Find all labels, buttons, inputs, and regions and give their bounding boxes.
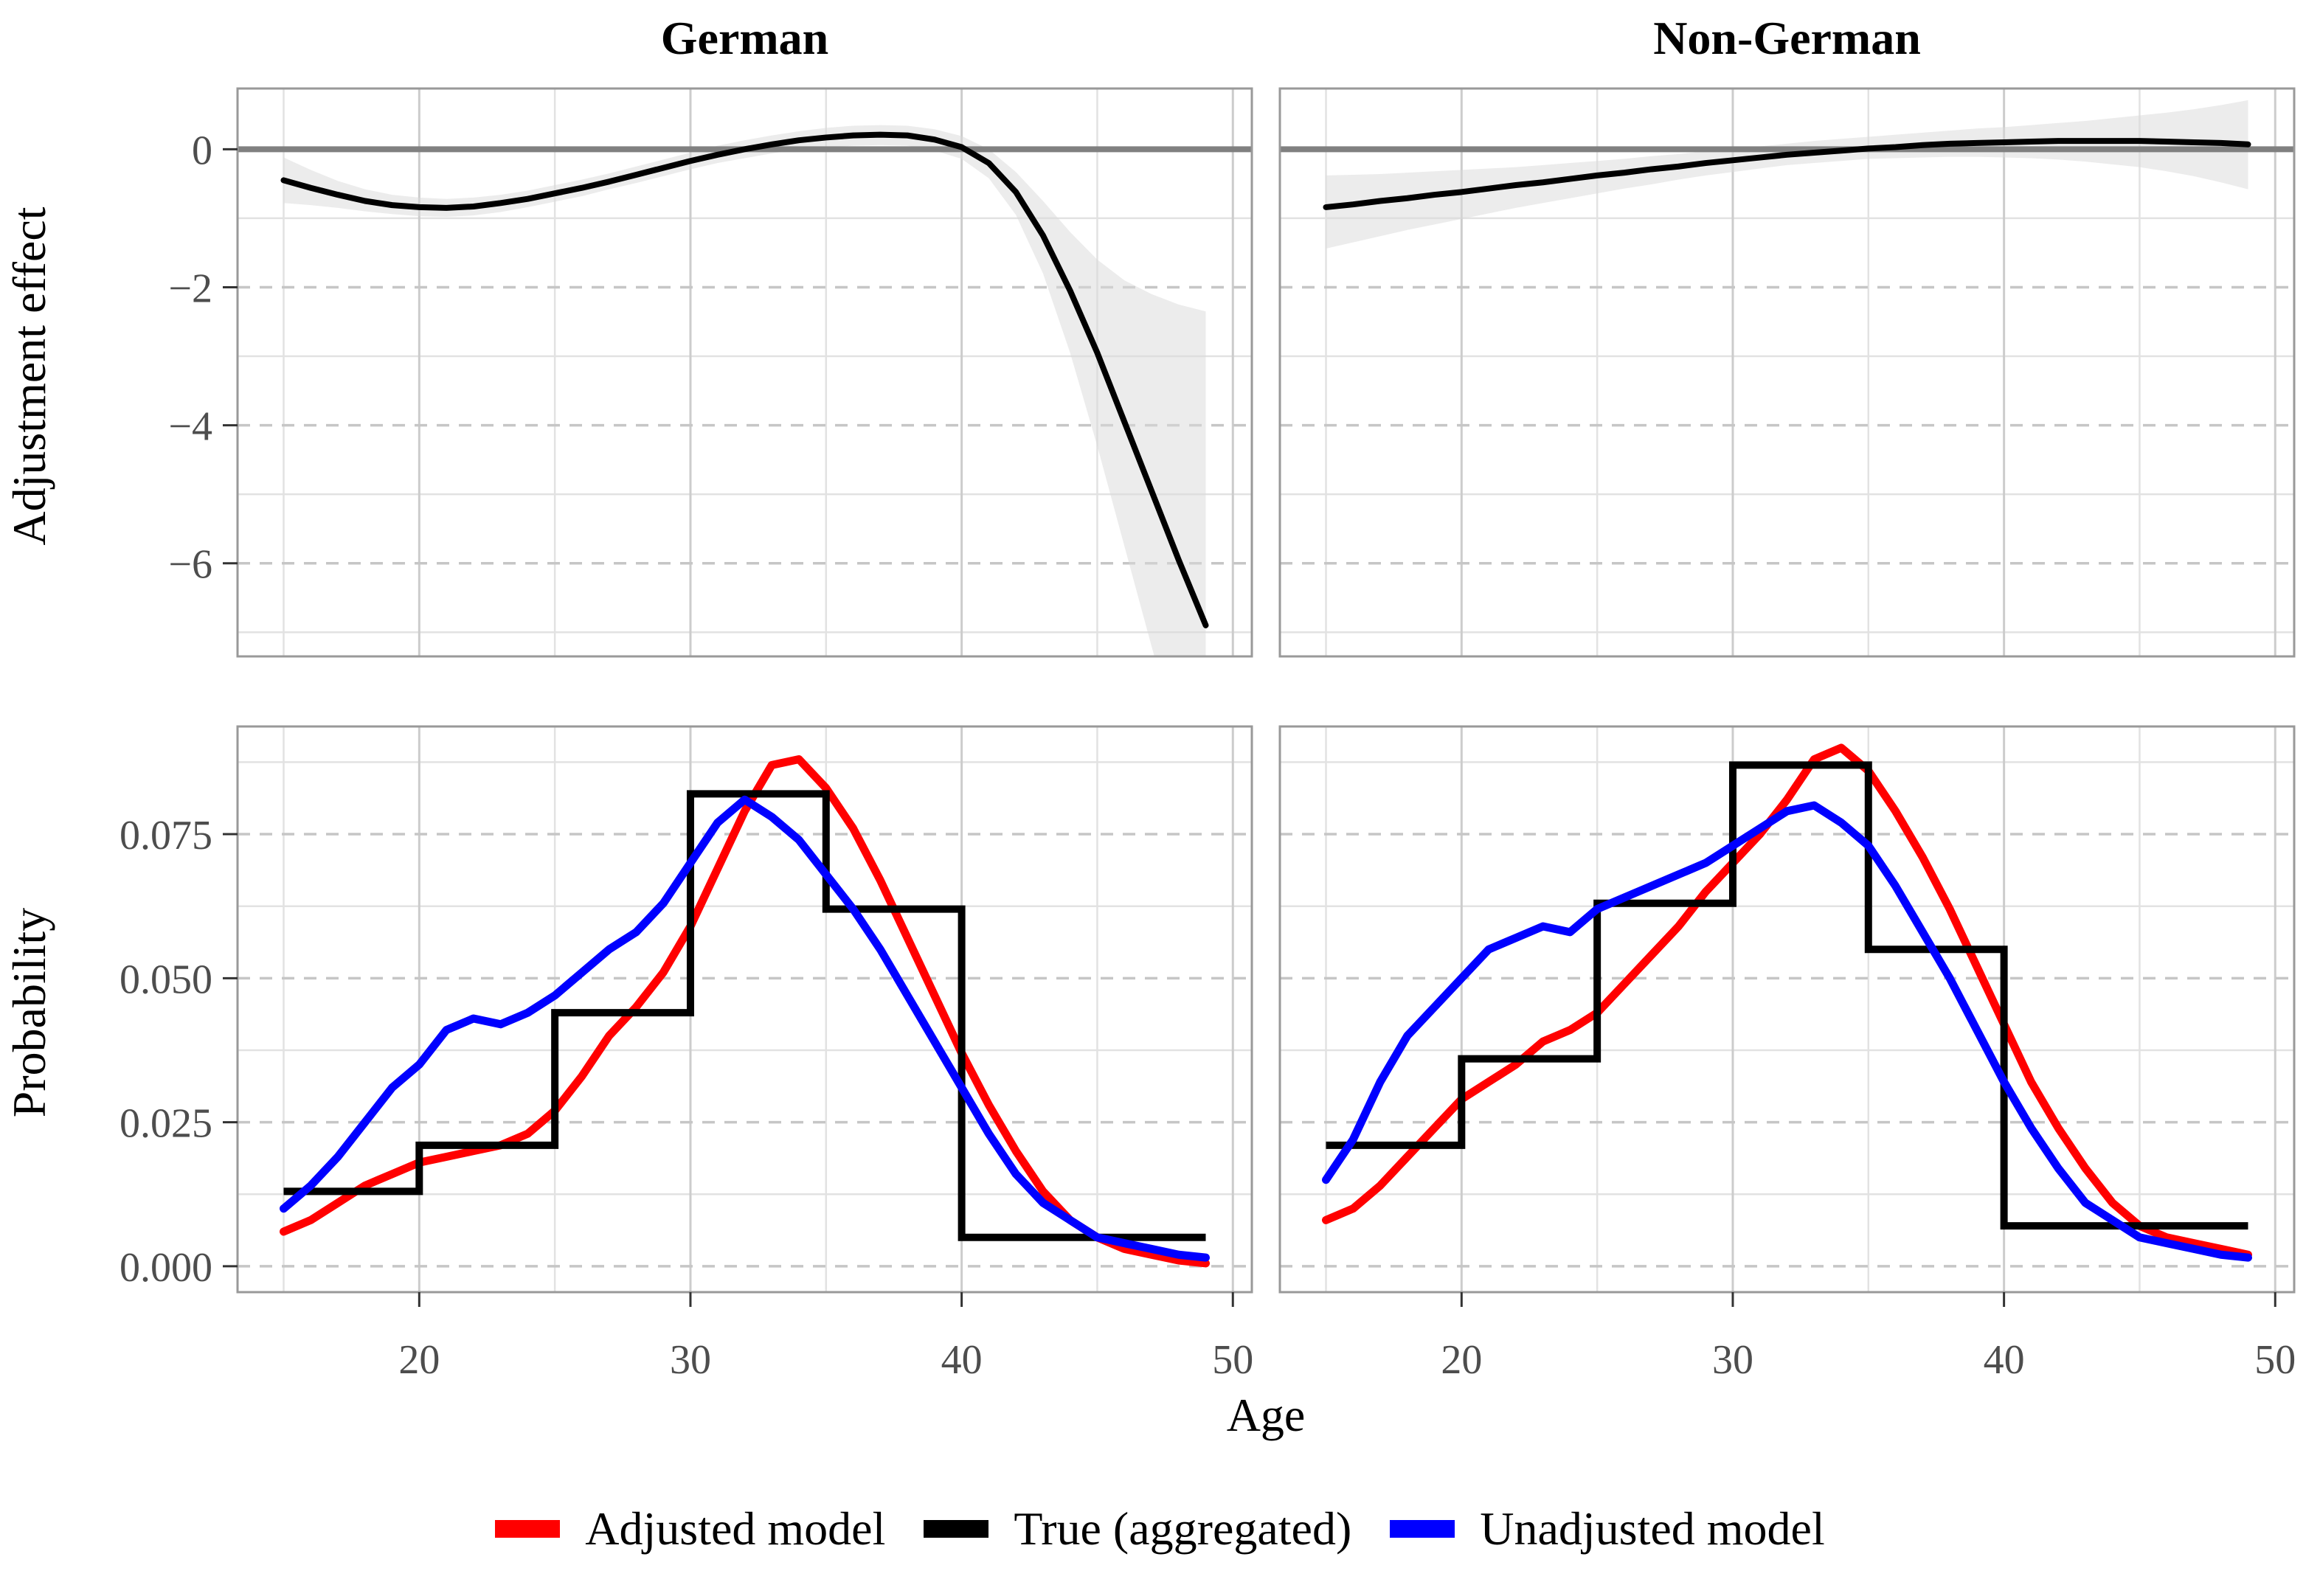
adjusted-model-key-icon <box>495 1520 561 1538</box>
legend: Adjusted model True (aggregated) Unadjus… <box>0 1502 2320 1556</box>
x-tick-label: 50 <box>2254 1337 2296 1383</box>
true-aggregated-key-icon <box>924 1520 989 1538</box>
panel-bottom-right: 20 30 40 50 <box>1278 725 2296 1383</box>
x-tick-label: 50 <box>1212 1337 1253 1383</box>
x-tick-label: 30 <box>1712 1337 1753 1383</box>
y-tick-label: 0.000 <box>120 1245 212 1291</box>
panel-background <box>1280 726 2294 1292</box>
panel-border <box>1278 725 2296 1294</box>
y-axis-title-probability: Probability <box>3 907 55 1118</box>
y-tick-label: −4 <box>168 404 212 450</box>
panel-top-right <box>1278 87 2296 658</box>
series-unadjusted-model-line <box>1322 801 2252 1262</box>
smooth-line <box>1323 138 2251 210</box>
series-true-aggregated-step <box>283 790 1206 1241</box>
facet-title-german: German <box>660 12 829 64</box>
x-tick-label: 40 <box>1984 1337 2025 1383</box>
x-tick-label: 40 <box>941 1337 983 1383</box>
y-tick-label: 0.075 <box>120 813 212 858</box>
legend-item-adjusted-model: Adjusted model <box>495 1502 885 1556</box>
smooth-line <box>280 131 1209 628</box>
confidence-ribbon <box>1326 100 2248 249</box>
y-axis-title-adjustment-effect: Adjustment effect <box>3 207 55 546</box>
series-unadjusted-model-line <box>280 795 1210 1262</box>
y-tick-label: −2 <box>168 266 212 311</box>
panel-background <box>238 726 1252 1292</box>
x-tick-label: 30 <box>670 1337 711 1383</box>
panel-border <box>236 87 1253 658</box>
y-tick-label: −6 <box>168 542 212 588</box>
x-tick-label: 20 <box>1441 1337 1482 1383</box>
facet-title-non-german: Non-German <box>1653 12 1921 64</box>
panel-top-left: 0 −2 −4 −6 <box>168 87 1253 658</box>
legend-label: Unadjusted model <box>1480 1502 1825 1555</box>
series-true-aggregated-step <box>1326 761 2248 1230</box>
x-axis-title-age: Age <box>1226 1389 1306 1441</box>
legend-label: True (aggregated) <box>1014 1502 1352 1555</box>
panel-bottom-left: 0.000 0.025 0.050 0.075 20 30 40 50 <box>120 725 1253 1383</box>
x-tick-label: 20 <box>398 1337 440 1383</box>
legend-item-unadjusted-model: Unadjusted model <box>1390 1502 1825 1556</box>
panel-border <box>236 725 1253 1294</box>
legend-item-true-aggregated: True (aggregated) <box>924 1502 1351 1556</box>
legend-label: Adjusted model <box>585 1502 886 1555</box>
y-tick-label: 0.050 <box>120 957 212 1002</box>
series-adjusted-model-line <box>280 755 1210 1268</box>
panel-border <box>1278 87 2296 658</box>
y-tick-label: 0.025 <box>120 1101 212 1147</box>
series-adjusted-model-line <box>1322 743 2252 1259</box>
y-tick-label: 0 <box>192 128 212 173</box>
unadjusted-model-key-icon <box>1390 1520 1455 1538</box>
